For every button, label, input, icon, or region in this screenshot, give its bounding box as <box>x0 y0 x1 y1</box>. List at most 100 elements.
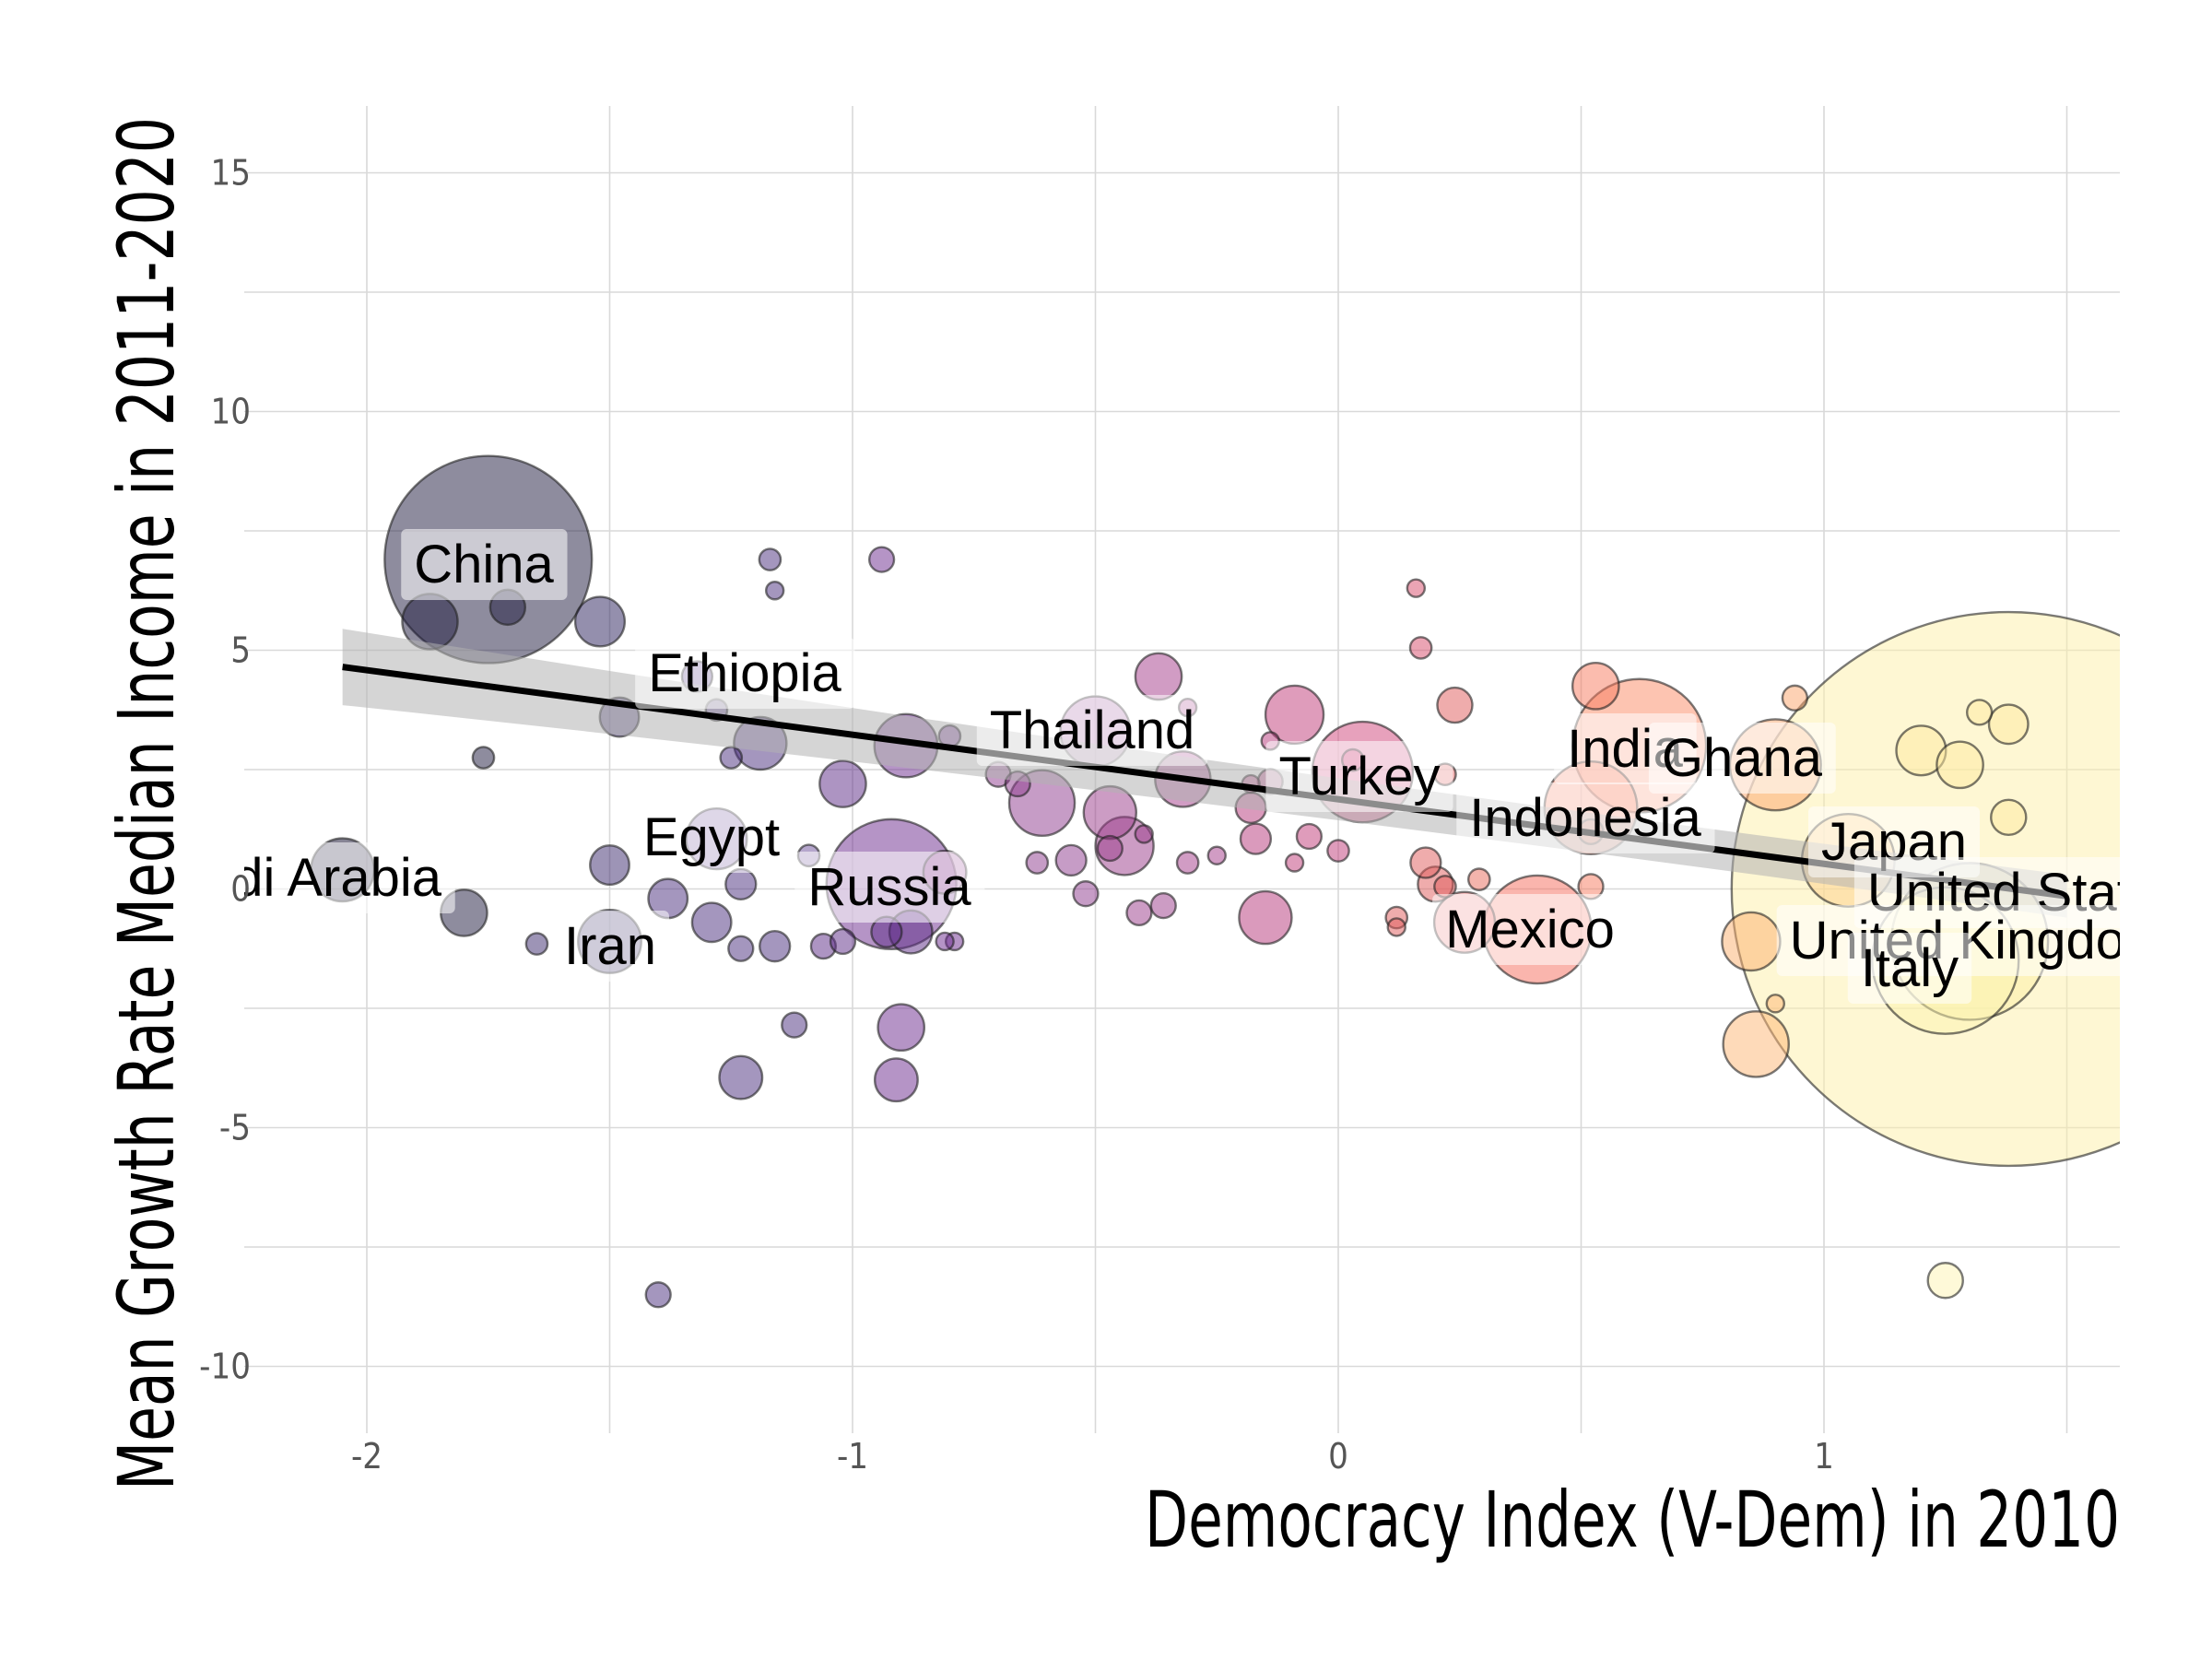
point-label-text: Italy <box>1861 938 1959 998</box>
x-tick-label: 0 <box>1328 1436 1348 1477</box>
bubble-point <box>471 746 496 770</box>
point-label-egypt: Egypt <box>629 802 794 873</box>
bubble-point <box>1721 911 1782 972</box>
point-label-text: Russia <box>807 857 971 917</box>
bubble-point <box>1987 703 2030 746</box>
bubble-point <box>1295 822 1324 851</box>
point-label-text: Indonesia <box>1469 788 1701 848</box>
label-layer: China udi Arabia Iran Ethiopia Egypt Russia Th… <box>204 529 2171 1004</box>
bubble-point <box>589 844 630 887</box>
point-label-united-kingdom: United Kingdom <box>1776 905 2171 976</box>
bubble-point <box>758 547 782 571</box>
point-label-udi-arabia: udi Arabia <box>204 842 455 913</box>
point-label-china: China <box>401 529 568 600</box>
bubble-point <box>1406 578 1427 598</box>
point-label-thailand: Thailand <box>976 695 1208 766</box>
point-label-background <box>629 802 794 873</box>
bubble-point <box>724 867 758 900</box>
point-label-background <box>976 695 1208 766</box>
point-label-russia: Russia <box>794 852 985 923</box>
y-tick-label: -5 <box>219 1108 251 1148</box>
bubble-point <box>1238 889 1293 946</box>
bubble-point <box>573 595 627 648</box>
point-label-text: Thailand <box>990 700 1194 760</box>
bubble-point <box>1466 867 1491 891</box>
point-label-text: Turkey <box>1278 747 1440 806</box>
bubble-point <box>759 930 792 963</box>
point-label-background <box>551 911 669 982</box>
bubble-point <box>1175 851 1200 875</box>
x-axis-title: Democracy Index (V-Dem) in 2010 <box>1145 1475 2120 1565</box>
point-label-background <box>1432 894 1628 965</box>
bubble-point <box>727 935 755 962</box>
bubble-point <box>873 1057 919 1103</box>
bubble-point <box>1054 843 1088 877</box>
point-label-text: Ethiopia <box>648 643 841 703</box>
y-tick-label: -10 <box>199 1347 251 1387</box>
bubble-point <box>1134 652 1183 701</box>
point-label-background <box>794 852 985 923</box>
bubble-point <box>719 746 744 770</box>
bubble-point <box>1206 845 1227 865</box>
bubble-point <box>1936 740 1984 790</box>
bubble-point <box>1571 662 1620 711</box>
point-label-background <box>1456 782 1715 853</box>
bubble-point <box>718 1054 764 1100</box>
point-label-text: udi Arabia <box>204 848 442 908</box>
point-label-turkey: Turkey <box>1265 741 1453 812</box>
bubble-point <box>1765 994 1786 1014</box>
bubble-point <box>781 1011 808 1039</box>
bubble-point <box>1096 834 1124 863</box>
bubble-point <box>1436 686 1474 724</box>
point-label-background <box>635 638 855 709</box>
point-label-ghana: Ghana <box>1648 723 1836 794</box>
point-label-background <box>401 529 568 600</box>
point-label-background <box>1847 933 1972 1004</box>
point-label-text: Egypt <box>643 807 780 867</box>
bubble-point <box>1125 899 1153 927</box>
x-tick-label: 1 <box>1814 1436 1834 1477</box>
bubble-point <box>1722 1010 1790 1078</box>
bubble-point <box>524 932 549 956</box>
bubble-point <box>935 931 955 952</box>
bubble-point <box>1966 699 1994 726</box>
bubble-point <box>644 1281 672 1309</box>
bubble-point <box>1134 824 1154 844</box>
bubble-point <box>1284 853 1305 873</box>
bubble-point <box>1926 1262 1964 1300</box>
bubble-point <box>1386 917 1406 937</box>
bubble-point <box>1025 851 1050 875</box>
x-tick-label: -2 <box>351 1436 382 1477</box>
point-label-text: Iran <box>564 916 656 976</box>
trend-line <box>342 664 2067 900</box>
y-tick-label: 15 <box>211 153 252 194</box>
bubble-point <box>1326 839 1350 863</box>
bubble-point <box>1781 684 1809 712</box>
y-tick-label: 0 <box>230 869 251 910</box>
point-label-iran: Iran <box>551 911 669 982</box>
point-label-italy: Italy <box>1847 933 1972 1004</box>
point-label-ethiopia: Ethiopia <box>635 638 855 709</box>
bubble-point <box>867 546 896 573</box>
point-label-mexico: Mexico <box>1432 894 1628 965</box>
x-tick-label: -1 <box>837 1436 868 1477</box>
bubble-point <box>1408 636 1433 660</box>
bubble-point <box>764 581 785 601</box>
y-tick-label: 5 <box>230 630 251 671</box>
point-label-indonesia: Indonesia <box>1456 782 1715 853</box>
bubble-point <box>1149 891 1177 920</box>
point-label-background <box>1265 741 1453 812</box>
bubble-point <box>829 927 857 956</box>
point-label-text: Mexico <box>1445 900 1615 959</box>
bubble-point <box>690 901 733 944</box>
bubble-point <box>818 759 867 808</box>
point-label-text: Ghana <box>1662 728 1823 788</box>
y-axis-title: Mean Growth Rate Median Income in 2011-2… <box>101 117 192 1490</box>
point-label-text: United Kingdom <box>1790 911 2171 971</box>
y-tick-label: 10 <box>211 392 252 432</box>
bubble-point <box>1409 846 1442 879</box>
bubble-point <box>1072 880 1100 908</box>
